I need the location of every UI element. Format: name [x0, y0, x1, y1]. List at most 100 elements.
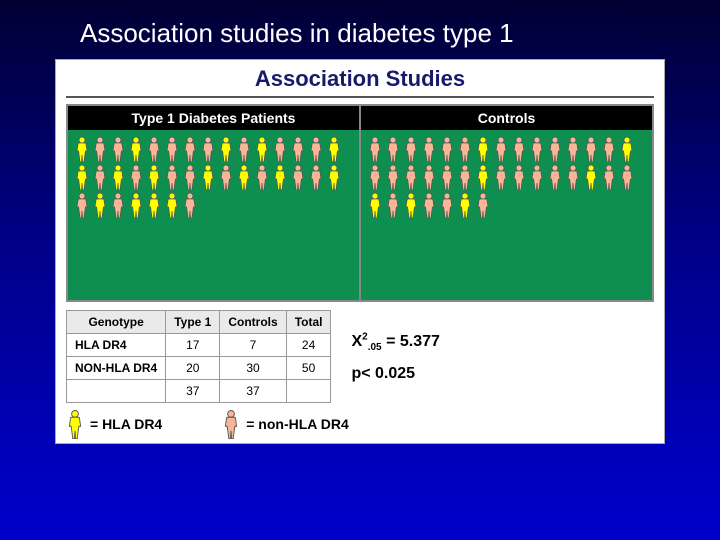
chi-sup: 2 — [362, 332, 368, 343]
person-icon — [164, 136, 180, 162]
group-header-controls: Controls — [361, 106, 652, 130]
groups-container: Type 1 Diabetes Patients Controls — [66, 104, 654, 302]
person-icon — [385, 136, 401, 162]
person-icon — [583, 164, 599, 190]
person-icon — [421, 136, 437, 162]
person-icon — [601, 136, 617, 162]
row-label-nonhla: NON-HLA DR4 — [67, 357, 166, 380]
person-icon — [326, 136, 342, 162]
person-icon — [272, 136, 288, 162]
below-row: Genotype Type 1 Controls Total HLA DR4 1… — [66, 310, 654, 403]
person-icon — [601, 164, 617, 190]
person-icon — [182, 192, 198, 218]
person-icon — [403, 164, 419, 190]
p-value-line: p< 0.025 — [351, 358, 439, 390]
person-icon — [92, 136, 108, 162]
chi-symbol: X — [351, 333, 362, 350]
person-icon — [403, 192, 419, 218]
person-icon — [74, 192, 90, 218]
cell: 50 — [286, 357, 331, 380]
table-header-row: Genotype Type 1 Controls Total — [67, 311, 331, 334]
cell: 7 — [220, 334, 286, 357]
person-icon — [164, 192, 180, 218]
person-icon — [565, 136, 581, 162]
person-icon — [74, 164, 90, 190]
person-icon — [290, 136, 306, 162]
person-icon — [290, 164, 306, 190]
slide-title: Association studies in diabetes type 1 — [80, 18, 680, 49]
person-icon — [547, 164, 563, 190]
person-icon — [493, 136, 509, 162]
table-footer-row: 37 37 — [67, 380, 331, 403]
person-icon — [421, 192, 437, 218]
cell-empty — [67, 380, 166, 403]
chi-value: = 5.377 — [386, 333, 440, 350]
cell: 17 — [166, 334, 220, 357]
person-icon — [218, 164, 234, 190]
group-header-patients: Type 1 Diabetes Patients — [68, 106, 359, 130]
person-icon — [254, 164, 270, 190]
person-icon — [128, 136, 144, 162]
table-row: HLA DR4 17 7 24 — [67, 334, 331, 357]
legend-hla-label: = HLA DR4 — [90, 416, 162, 432]
chi-square-line: X2.05 = 5.377 — [351, 326, 439, 358]
cell: 30 — [220, 357, 286, 380]
person-icon — [200, 164, 216, 190]
stats-block: X2.05 = 5.377 p< 0.025 — [351, 310, 439, 390]
person-icon — [583, 136, 599, 162]
person-icon — [619, 164, 635, 190]
person-icon — [110, 164, 126, 190]
legend-nonhla: = non-HLA DR4 — [222, 409, 349, 439]
person-icon — [367, 164, 383, 190]
legend-hla: = HLA DR4 — [66, 409, 162, 439]
person-icon — [272, 164, 288, 190]
footer-total-type1: 37 — [166, 380, 220, 403]
person-icon — [547, 136, 563, 162]
person-icon — [421, 164, 437, 190]
person-icon — [146, 136, 162, 162]
person-icon — [222, 409, 240, 439]
group-controls: Controls — [359, 106, 652, 300]
group-body-controls — [361, 130, 652, 300]
person-icon — [182, 136, 198, 162]
person-icon — [511, 164, 527, 190]
col-controls: Controls — [220, 311, 286, 334]
person-icon — [475, 136, 491, 162]
person-icon — [385, 192, 401, 218]
person-icon — [66, 409, 84, 439]
person-icon — [164, 164, 180, 190]
person-icon — [619, 136, 635, 162]
person-icon — [529, 136, 545, 162]
slide: Association studies in diabetes type 1 A… — [0, 0, 720, 540]
person-icon — [308, 164, 324, 190]
person-icon — [457, 192, 473, 218]
person-icon — [128, 192, 144, 218]
person-icon — [146, 192, 162, 218]
panel-title: Association Studies — [66, 66, 654, 98]
person-icon — [403, 136, 419, 162]
person-icon — [110, 192, 126, 218]
person-icon — [200, 136, 216, 162]
person-icon — [457, 136, 473, 162]
person-icon — [439, 164, 455, 190]
person-icon — [74, 136, 90, 162]
person-icon — [146, 164, 162, 190]
footer-total-controls: 37 — [220, 380, 286, 403]
person-icon — [92, 164, 108, 190]
person-icon — [326, 164, 342, 190]
person-icon — [92, 192, 108, 218]
group-body-patients — [68, 130, 359, 300]
person-icon — [128, 164, 144, 190]
table-row: NON-HLA DR4 20 30 50 — [67, 357, 331, 380]
person-icon — [254, 136, 270, 162]
person-icon — [110, 136, 126, 162]
association-panel: Association Studies Type 1 Diabetes Pati… — [55, 59, 665, 444]
person-icon — [439, 192, 455, 218]
person-icon — [475, 192, 491, 218]
person-icon — [439, 136, 455, 162]
contingency-table: Genotype Type 1 Controls Total HLA DR4 1… — [66, 310, 331, 403]
col-type1: Type 1 — [166, 311, 220, 334]
chi-sub: .05 — [368, 342, 382, 353]
cell: 20 — [166, 357, 220, 380]
cell: 24 — [286, 334, 331, 357]
